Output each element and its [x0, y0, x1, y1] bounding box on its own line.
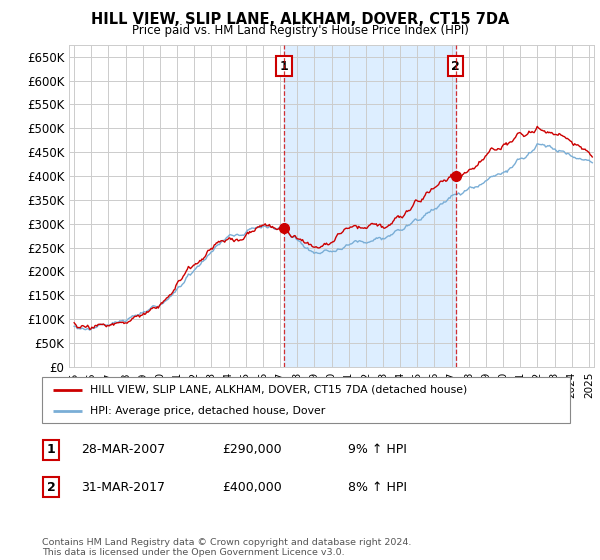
Text: 1: 1	[280, 60, 289, 73]
Text: 9% ↑ HPI: 9% ↑ HPI	[348, 443, 407, 456]
Text: 1: 1	[47, 443, 55, 456]
Text: 31-MAR-2017: 31-MAR-2017	[81, 480, 165, 494]
FancyBboxPatch shape	[42, 377, 570, 423]
Text: 8% ↑ HPI: 8% ↑ HPI	[348, 480, 407, 494]
Text: Contains HM Land Registry data © Crown copyright and database right 2024.
This d: Contains HM Land Registry data © Crown c…	[42, 538, 412, 557]
Text: 28-MAR-2007: 28-MAR-2007	[81, 443, 165, 456]
Bar	[284, 45, 455, 367]
Text: Price paid vs. HM Land Registry's House Price Index (HPI): Price paid vs. HM Land Registry's House …	[131, 24, 469, 36]
Text: £400,000: £400,000	[222, 480, 282, 494]
Text: HILL VIEW, SLIP LANE, ALKHAM, DOVER, CT15 7DA: HILL VIEW, SLIP LANE, ALKHAM, DOVER, CT1…	[91, 12, 509, 27]
Text: HILL VIEW, SLIP LANE, ALKHAM, DOVER, CT15 7DA (detached house): HILL VIEW, SLIP LANE, ALKHAM, DOVER, CT1…	[89, 385, 467, 395]
Text: HPI: Average price, detached house, Dover: HPI: Average price, detached house, Dove…	[89, 407, 325, 416]
Text: 2: 2	[451, 60, 460, 73]
Text: £290,000: £290,000	[222, 443, 281, 456]
Text: 2: 2	[47, 480, 55, 494]
